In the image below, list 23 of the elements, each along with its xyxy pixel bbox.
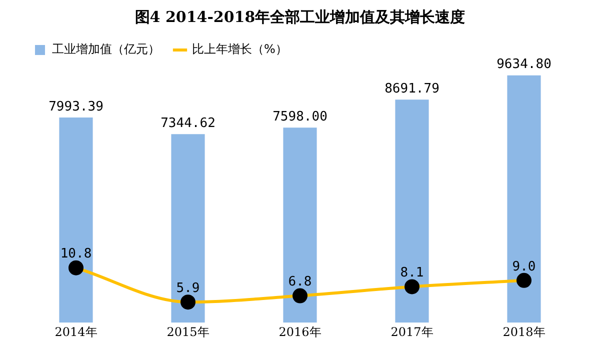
data-label: 7993.39 (48, 99, 104, 114)
data-label: 10.8 (60, 246, 92, 262)
data-label: 8.1 (400, 266, 424, 281)
data-label: 9634.80 (496, 57, 552, 72)
bar (395, 100, 429, 323)
data-label: 9.0 (512, 259, 536, 274)
data-label: 7598.00 (272, 110, 328, 125)
x-tick-label: 2017年 (390, 324, 434, 339)
legend-label: 比上年增长（%） (192, 42, 288, 56)
data-label: 7344.62 (160, 116, 216, 132)
bar (171, 134, 205, 323)
data-label: 5.9 (176, 280, 200, 296)
chart-title: 图4 2014-2018年全部工业增加值及其增长速度 (134, 7, 466, 28)
bar (59, 117, 93, 323)
x-tick-label: 2016年 (278, 324, 322, 339)
data-label: 6.8 (288, 274, 312, 290)
x-tick-label: 2018年 (502, 324, 546, 339)
x-tick-label: 2014年 (54, 324, 98, 339)
legend-label: 工业增加值（亿元） (52, 42, 160, 56)
bar (283, 128, 317, 323)
bar (507, 75, 541, 323)
x-tick-label: 2015年 (166, 324, 210, 339)
data-label: 8691.79 (384, 81, 440, 96)
